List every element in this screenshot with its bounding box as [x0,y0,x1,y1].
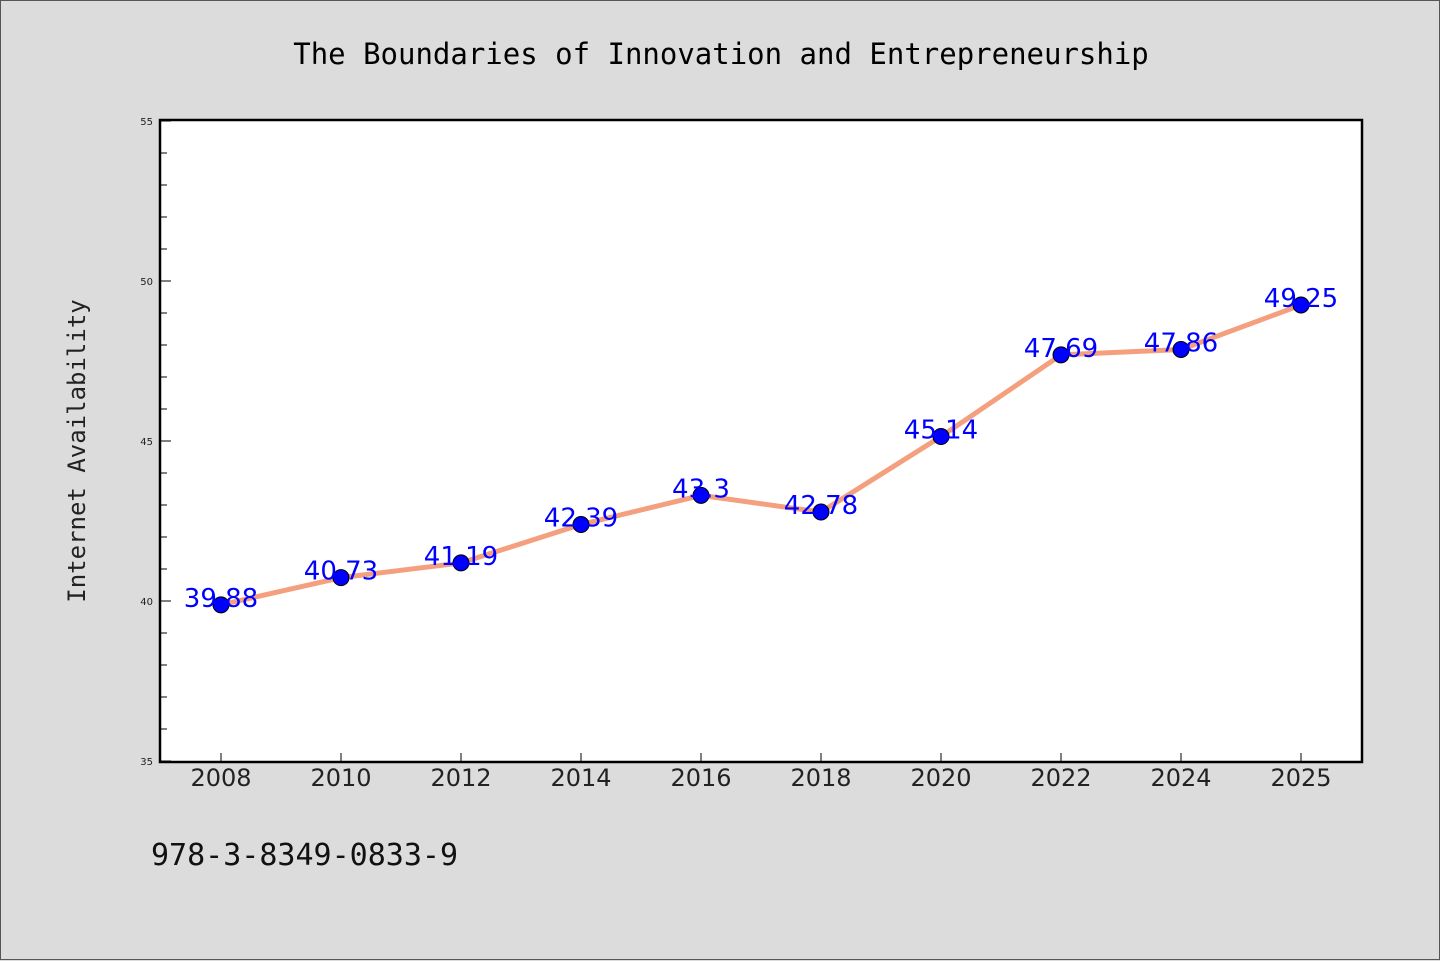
data-label: 47.69 [1024,334,1098,364]
series-layer: 39.88 40.73 41.19 42.39 43.3 42.78 45.14 47.69 4… [184,284,1338,614]
x-axis-ticks: 2008 2010 2012 2014 2016 2018 2020 2022 2024 2025 [190,753,1332,792]
x-tick-label: 2022 [1030,764,1091,792]
data-point [932,428,950,446]
x-tick-label: 2024 [1150,764,1211,792]
data-point [332,569,350,587]
data-point [812,503,830,521]
y-tick-label: 40 [140,597,153,608]
data-label: 41.19 [424,542,498,572]
series-line [220,302,1302,608]
data-point [212,596,230,614]
y-axis-label: Internet Availability [63,299,91,602]
y-axis-ticks: 35 40 45 50 55 [140,117,171,768]
data-point [572,516,590,534]
x-tick-label: 2010 [310,764,371,792]
footer-code: 978-3-8349-0833-9 [151,838,458,873]
data-point [452,554,470,572]
data-label: 45.14 [904,416,978,446]
y-tick-label: 35 [140,757,153,768]
y-tick-label: 50 [140,277,153,288]
x-tick-label: 2014 [550,764,611,792]
data-point [1052,346,1070,364]
data-label: 49.25 [1264,284,1338,314]
chart-title: The Boundaries of Innovation and Entrepr… [293,37,1149,71]
x-tick-label: 2018 [790,764,851,792]
x-tick-label: 2025 [1270,764,1331,792]
y-tick-label: 55 [140,117,153,128]
data-label: 39.88 [184,584,258,614]
data-label: 47.86 [1144,328,1218,358]
x-tick-label: 2020 [910,764,971,792]
x-tick-label: 2008 [190,764,251,792]
data-point [1172,340,1190,358]
data-point [1292,296,1310,314]
x-tick-label: 2016 [670,764,731,792]
plot-area [158,118,1364,764]
data-point [692,486,710,504]
data-label: 42.39 [544,504,618,534]
data-label: 42.78 [784,491,858,521]
x-tick-label: 2012 [430,764,491,792]
data-label: 43.3 [672,474,730,504]
y-tick-label: 45 [140,437,153,448]
data-label: 40.73 [304,557,378,587]
